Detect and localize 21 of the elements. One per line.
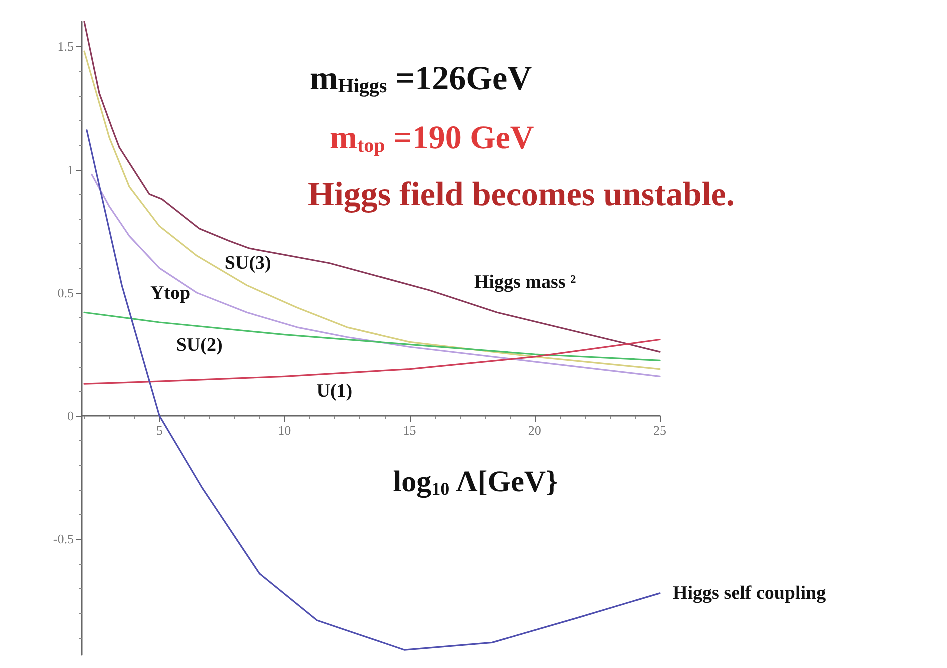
y-tick-label: 1 — [68, 162, 74, 178]
series-label: SU(3) — [224, 253, 272, 274]
text: mtop =190 GeV — [330, 120, 534, 157]
annotation: Higgs field becomes unstable. — [308, 176, 735, 214]
series-label: U(1) — [316, 381, 353, 402]
x-tick-label: 10 — [278, 423, 292, 438]
x-tick-label: 15 — [403, 423, 416, 438]
y-tick-label: 0 — [68, 408, 74, 424]
y-tick-label: 1.5 — [58, 39, 74, 54]
y-tick-label: -0.5 — [53, 532, 74, 547]
x-tick-label: 25 — [654, 423, 666, 438]
y-tick-label: 0.5 — [58, 285, 74, 300]
x-tick-label: 5 — [156, 423, 163, 438]
text: mHiggs =126GeV — [310, 60, 533, 98]
series-label: Ytop — [150, 282, 191, 304]
line-series — [84, 338, 661, 385]
series-label: SU(2) — [176, 334, 223, 356]
series-label: Higgs mass ² — [474, 272, 577, 294]
x-tick-label: 20 — [528, 423, 542, 438]
line-series — [84, 312, 661, 362]
series-label: Higgs self coupling — [673, 582, 827, 604]
